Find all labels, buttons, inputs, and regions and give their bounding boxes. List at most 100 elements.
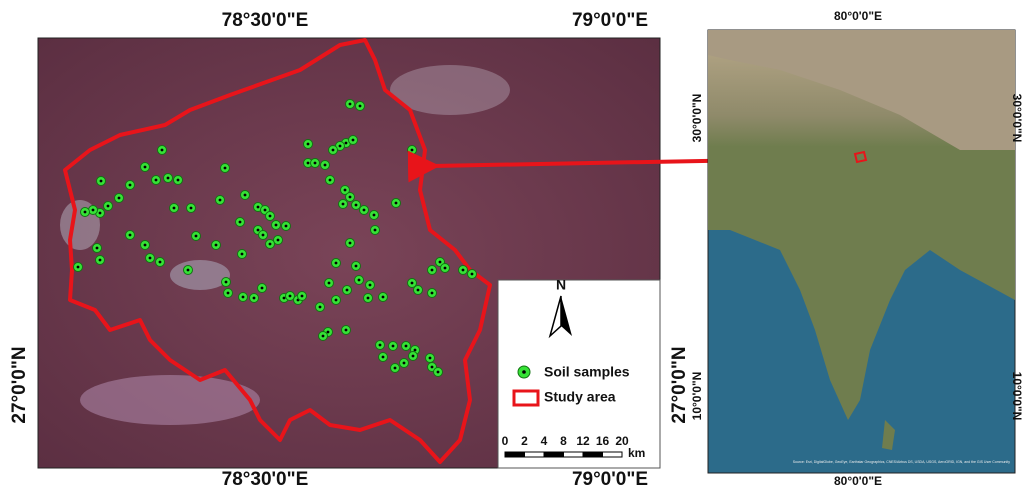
sample-point-center bbox=[177, 179, 180, 182]
sample-point-center bbox=[100, 180, 103, 183]
sample-point-center bbox=[224, 167, 227, 170]
map-figure: N Soil samples Study area 0248121620km 7… bbox=[0, 0, 1022, 490]
latitude-label: 30°0'0"N bbox=[1010, 94, 1022, 143]
sample-point-center bbox=[269, 243, 272, 246]
scale-segment bbox=[544, 452, 564, 457]
sample-point-center bbox=[314, 162, 317, 165]
scale-unit: km bbox=[628, 446, 645, 460]
longitude-label: 80°0'0"E bbox=[834, 9, 882, 23]
sample-point-center bbox=[149, 257, 152, 260]
sample-point-center bbox=[244, 194, 247, 197]
sample-point-center bbox=[99, 259, 102, 262]
sample-point-center bbox=[379, 344, 382, 347]
longitude-label: 79°0'0"E bbox=[572, 10, 648, 31]
sample-point-center bbox=[187, 269, 190, 272]
sample-point-center bbox=[225, 281, 228, 284]
sample-point-center bbox=[335, 262, 338, 265]
scale-label: 2 bbox=[521, 434, 528, 448]
latitude-label: 10°0'0"N bbox=[690, 372, 704, 421]
sample-point-center bbox=[431, 292, 434, 295]
sample-point-center bbox=[129, 184, 132, 187]
sample-point-center bbox=[96, 247, 99, 250]
sample-point-center bbox=[327, 331, 330, 334]
sample-point-center bbox=[159, 261, 162, 264]
scale-label: 12 bbox=[576, 434, 590, 448]
sample-point-center bbox=[352, 139, 355, 142]
sample-point-center bbox=[264, 209, 267, 212]
sample-point-center bbox=[367, 297, 370, 300]
sample-point-center bbox=[283, 297, 286, 300]
sample-point-center bbox=[471, 273, 474, 276]
sample-point-center bbox=[346, 289, 349, 292]
sample-point-center bbox=[261, 287, 264, 290]
sample-point-center bbox=[342, 203, 345, 206]
sample-point-center bbox=[173, 207, 176, 210]
sample-point-center bbox=[349, 103, 352, 106]
sample-point-center bbox=[289, 295, 292, 298]
sample-point-center bbox=[269, 215, 272, 218]
latitude-label: 30°0'0"N bbox=[690, 94, 704, 143]
sample-point-center bbox=[257, 206, 260, 209]
sample-point-center bbox=[118, 197, 121, 200]
latitude-label: 27°0'0"N bbox=[9, 346, 30, 423]
scale-label: 4 bbox=[541, 434, 548, 448]
sample-point-center bbox=[394, 367, 397, 370]
sample-point-center bbox=[219, 199, 222, 202]
sample-point-center bbox=[382, 356, 385, 359]
sample-point-center bbox=[144, 244, 147, 247]
sample-point-center bbox=[285, 225, 288, 228]
sample-point-center bbox=[161, 149, 164, 152]
scale-label: 16 bbox=[596, 434, 610, 448]
longitude-label: 78°30'0"E bbox=[222, 10, 309, 31]
scale-label: 20 bbox=[615, 434, 629, 448]
sample-point-center bbox=[262, 234, 265, 237]
sample-point-center bbox=[405, 345, 408, 348]
sample-point-center bbox=[359, 105, 362, 108]
scale-label: 0 bbox=[502, 434, 509, 448]
sample-point-center bbox=[414, 349, 417, 352]
sample-point-center bbox=[355, 265, 358, 268]
longitude-label: 80°0'0"E bbox=[834, 474, 882, 488]
sample-point-center bbox=[215, 244, 218, 247]
sample-point-center bbox=[195, 235, 198, 238]
latitude-label: 10°0'0"N bbox=[1010, 372, 1022, 421]
sample-point-center bbox=[345, 329, 348, 332]
sample-point-center bbox=[241, 253, 244, 256]
sample-point-center bbox=[253, 297, 256, 300]
sample-point-center bbox=[332, 149, 335, 152]
sample-point-center bbox=[349, 242, 352, 245]
sample-point-center bbox=[374, 229, 377, 232]
sample-point-center bbox=[307, 162, 310, 165]
sample-point-center bbox=[144, 166, 147, 169]
sample-point-center bbox=[329, 179, 332, 182]
sample-point-center bbox=[322, 335, 325, 338]
sample-point-center bbox=[369, 284, 372, 287]
sample-point-center bbox=[355, 204, 358, 207]
sample-point-center bbox=[328, 282, 331, 285]
sample-point-center bbox=[324, 164, 327, 167]
sample-point-center bbox=[429, 357, 432, 360]
longitude-label: 79°0'0"E bbox=[572, 469, 648, 490]
north-label: N bbox=[556, 277, 566, 293]
urban-area bbox=[170, 260, 230, 290]
legend-label: Soil samples bbox=[544, 364, 630, 380]
sample-point-center bbox=[373, 214, 376, 217]
sample-point-center bbox=[129, 234, 132, 237]
sample-point-center bbox=[155, 179, 158, 182]
scale-segment bbox=[505, 452, 525, 457]
inset-map: Source: Esri, DigitalGlobe, GeoEye, Eart… bbox=[708, 30, 1015, 473]
legend-symbol bbox=[522, 370, 526, 374]
sample-point-center bbox=[431, 269, 434, 272]
sample-point-center bbox=[277, 239, 280, 242]
sample-point-center bbox=[439, 261, 442, 264]
sample-point-center bbox=[462, 269, 465, 272]
sample-point-center bbox=[339, 145, 342, 148]
sample-point-center bbox=[242, 296, 245, 299]
sample-point-center bbox=[403, 362, 406, 365]
sample-point-center bbox=[99, 212, 102, 215]
legend-label: Study area bbox=[544, 389, 616, 405]
sample-point-center bbox=[349, 196, 352, 199]
sample-point-center bbox=[344, 189, 347, 192]
sample-point-center bbox=[257, 229, 260, 232]
scale-segment bbox=[583, 452, 603, 457]
